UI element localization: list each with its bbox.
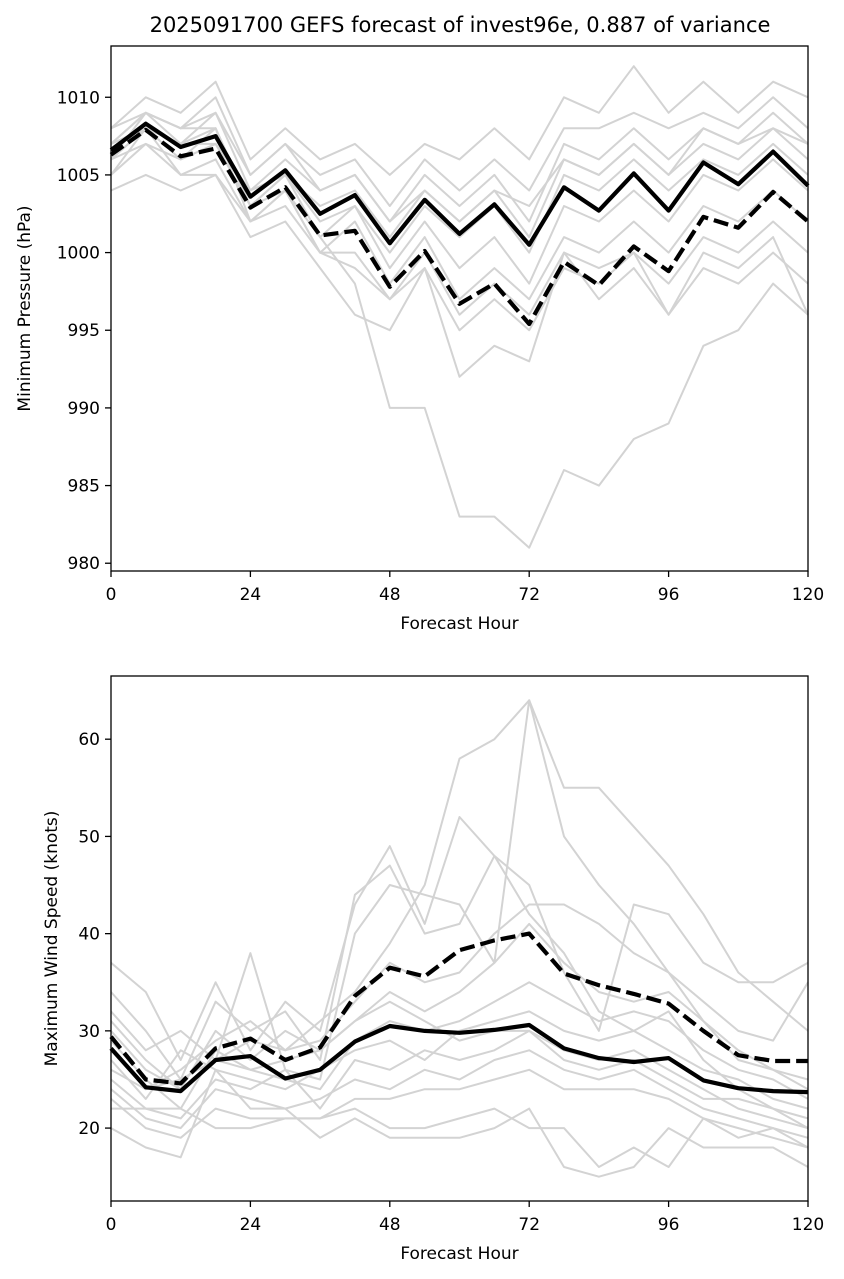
wind-dashed-line bbox=[109, 931, 808, 1086]
pressure-ensemble-line-7 bbox=[110, 142, 809, 301]
wind-x-tick-label: 24 bbox=[240, 1215, 262, 1235]
wind-y-tick-label: 40 bbox=[78, 925, 100, 945]
wind-ensemble-line-10 bbox=[110, 1049, 809, 1139]
pressure-x-tick-label: 120 bbox=[792, 585, 824, 605]
wind-x-axis-label: Forecast Hour bbox=[400, 1244, 518, 1264]
pressure-ensemble-line-10 bbox=[110, 127, 809, 316]
wind-ensemble-line-1 bbox=[110, 816, 809, 1129]
wind-y-ticks: 20 30 40 50 60 bbox=[78, 730, 111, 1139]
pressure-ensemble-line-3 bbox=[110, 111, 809, 223]
pressure-dashed-line bbox=[109, 127, 810, 327]
chart-title: 2025091700 GEFS forecast of invest96e, 0… bbox=[150, 13, 771, 37]
wind-x-tick-label: 72 bbox=[518, 1215, 540, 1235]
pressure-x-tick-label: 0 bbox=[106, 585, 117, 605]
pressure-solid-line bbox=[109, 121, 810, 247]
pressure-chart: 980 985 990 995 1000 1005 1010 0 24 48 72 96 120 Fo… bbox=[15, 45, 824, 634]
wind-plot-frame bbox=[110, 675, 809, 1202]
pressure-x-ticks: 0 24 48 72 96 120 bbox=[106, 571, 824, 605]
pressure-ensemble-line-9 bbox=[110, 173, 809, 378]
pressure-y-tick-label: 1005 bbox=[57, 166, 100, 186]
pressure-y-axis-label: Minimum Pressure (hPa) bbox=[15, 205, 35, 411]
pressure-y-ticks: 980 985 990 995 1000 1005 1010 bbox=[57, 88, 111, 574]
wind-ensemble-line-3 bbox=[110, 699, 809, 1091]
pressure-y-tick-label: 990 bbox=[68, 399, 100, 419]
pressure-ensemble-line-12 bbox=[110, 111, 809, 223]
wind-solid-line bbox=[109, 1022, 809, 1095]
pressure-ensemble-line-8 bbox=[110, 142, 809, 332]
pressure-x-tick-label: 24 bbox=[240, 585, 262, 605]
pressure-y-tick-label: 995 bbox=[68, 321, 100, 341]
wind-y-axis-label: Maximum Wind Speed (knots) bbox=[42, 811, 62, 1067]
wind-ensemble-line-2 bbox=[110, 854, 809, 1081]
pressure-plot-frame bbox=[110, 45, 809, 572]
pressure-y-tick-label: 1000 bbox=[57, 244, 100, 264]
wind-ensemble-line-6 bbox=[110, 922, 809, 1091]
wind-ensemble-line-4 bbox=[110, 699, 809, 1091]
wind-x-tick-label: 0 bbox=[106, 1215, 117, 1235]
pressure-y-tick-label: 1010 bbox=[57, 88, 100, 108]
wind-lines bbox=[109, 699, 809, 1178]
wind-chart: 20 30 40 50 60 0 24 48 72 96 120 Forecast Hour Ma… bbox=[42, 675, 824, 1264]
wind-y-tick-label: 20 bbox=[78, 1119, 100, 1139]
wind-ensemble-line-5 bbox=[110, 903, 809, 1091]
wind-x-tick-label: 96 bbox=[658, 1215, 680, 1235]
pressure-x-axis-label: Forecast Hour bbox=[400, 614, 518, 634]
wind-ensemble-line-11 bbox=[110, 1068, 809, 1149]
pressure-lines bbox=[109, 65, 810, 549]
pressure-x-tick-label: 48 bbox=[379, 585, 401, 605]
wind-y-tick-label: 50 bbox=[78, 827, 100, 847]
wind-y-tick-label: 30 bbox=[78, 1022, 100, 1042]
wind-y-tick-label: 60 bbox=[78, 730, 100, 750]
wind-ensemble-line-12 bbox=[110, 1068, 809, 1178]
wind-x-ticks: 0 24 48 72 96 120 bbox=[106, 1201, 824, 1235]
pressure-y-tick-label: 985 bbox=[68, 477, 100, 497]
wind-x-tick-label: 120 bbox=[792, 1215, 824, 1235]
pressure-x-tick-label: 72 bbox=[518, 585, 540, 605]
pressure-x-tick-label: 96 bbox=[658, 585, 680, 605]
wind-ensemble-line-14 bbox=[110, 1000, 809, 1120]
wind-x-tick-label: 48 bbox=[379, 1215, 401, 1235]
wind-ensemble-line-13 bbox=[111, 1107, 809, 1168]
pressure-ensemble-line-1 bbox=[110, 65, 809, 176]
pressure-y-tick-label: 980 bbox=[68, 554, 100, 574]
pressure-ensemble-line-2 bbox=[110, 96, 809, 207]
